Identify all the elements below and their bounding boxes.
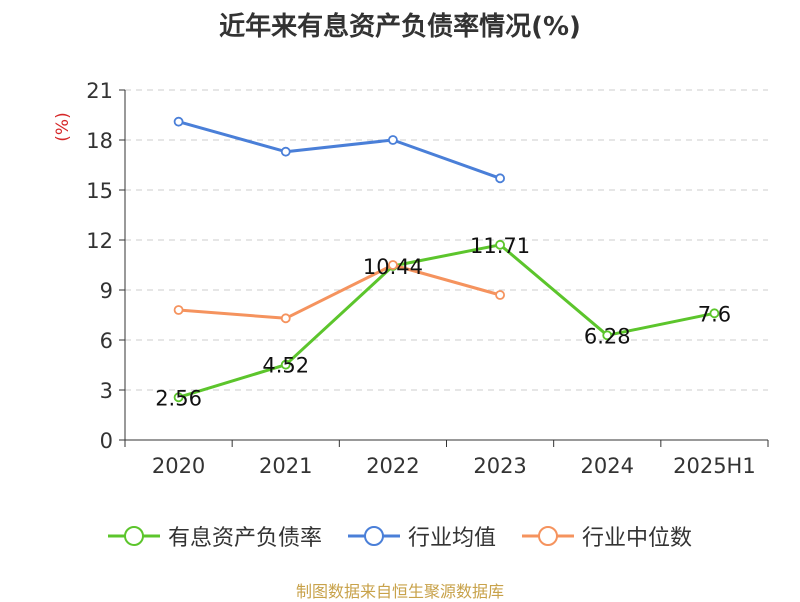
axes: 0 3 6 9 12 15 18 21 (%) 2020 2021 2022 2023 2024 2025H…	[53, 79, 769, 478]
data-label: 2.56	[155, 386, 202, 410]
data-point	[280, 146, 291, 157]
legend-label: 行业均值	[407, 526, 496, 551]
y-tick-label: 15	[86, 179, 113, 203]
series-layer	[173, 116, 720, 403]
x-tick-label: 2025H1	[673, 454, 756, 478]
data-point	[602, 330, 613, 341]
series-line-1	[178, 120, 501, 180]
data-point	[280, 359, 291, 370]
legend-label: 有息资产负债率	[167, 526, 322, 551]
legend-item-2[interactable]: 行业中位数	[522, 520, 692, 552]
x-tick-label: 2024	[581, 454, 634, 478]
data-point	[173, 116, 184, 127]
data-point	[173, 305, 184, 315]
data-label: 4.52	[262, 354, 309, 378]
data-label: 10.44	[363, 255, 423, 279]
data-point	[173, 392, 184, 403]
data-label: 7.6	[698, 302, 731, 326]
data-point	[495, 239, 505, 250]
x-tick-label: 2022	[366, 454, 419, 478]
data-point	[388, 260, 398, 270]
data-point	[495, 173, 505, 184]
data-labels: 2.56 4.52 10.44 11.71 6.28 7.6	[155, 234, 731, 411]
legend-marker-icon	[107, 526, 160, 546]
data-point	[388, 135, 398, 145]
legend-item-1[interactable]: 行业均值	[347, 520, 496, 552]
y-tick-label: 6	[100, 329, 113, 353]
legend-item-0[interactable]: 有息资产负债率	[107, 520, 322, 552]
x-tick-label: 2021	[259, 454, 312, 478]
legend-label: 行业中位数	[582, 526, 693, 551]
y-tick-label: 21	[86, 79, 113, 103]
data-label: 11.71	[470, 234, 530, 258]
x-tick-label: 2020	[152, 454, 205, 478]
series-line-0	[178, 243, 715, 399]
data-point	[280, 313, 291, 324]
legend-marker-icon	[347, 526, 400, 546]
y-tick-label: 12	[86, 229, 113, 253]
series-line-2	[178, 263, 501, 320]
data-label: 6.28	[584, 324, 631, 348]
data-point	[495, 290, 505, 300]
chart-title: 近年来有息资产负债率情况(%)	[219, 12, 581, 42]
y-tick-label: 3	[100, 379, 113, 403]
legend-marker-icon	[522, 526, 574, 546]
x-tick-label: 2023	[473, 454, 526, 478]
source-note: 制图数据来自恒生聚源数据库	[295, 582, 504, 601]
y-tick-label: 0	[100, 429, 113, 453]
y-tick-label: 9	[100, 279, 113, 303]
data-point	[709, 308, 720, 319]
y-tick-label: 18	[86, 129, 113, 153]
y-axis-label: (%)	[53, 112, 73, 141]
legend: 有息资产负债率 行业均值 行业中位数	[0, 520, 800, 552]
grid-lines	[125, 89, 768, 391]
